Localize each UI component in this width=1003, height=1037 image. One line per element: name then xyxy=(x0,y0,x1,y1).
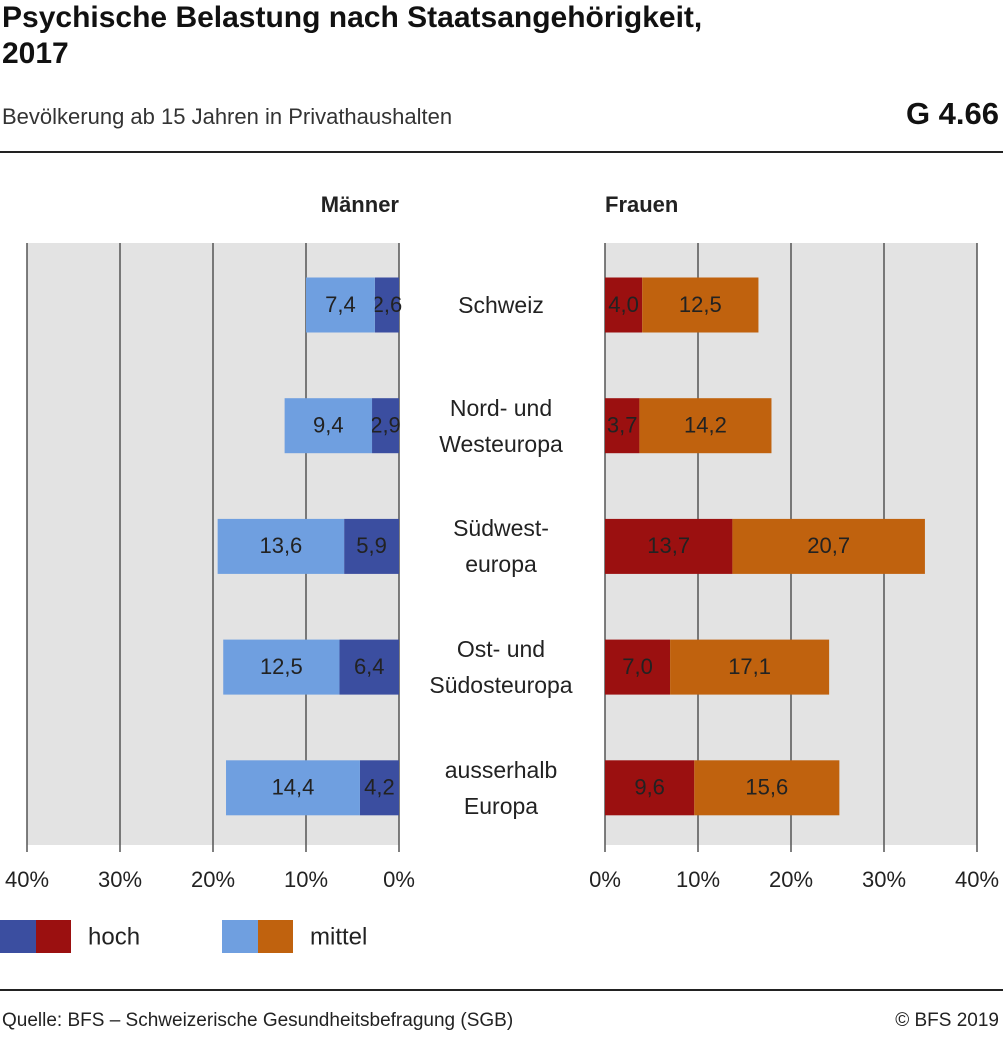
bar xyxy=(284,398,373,454)
x-tick-label: 0% xyxy=(589,867,621,892)
value-label: 7,4 xyxy=(325,292,356,317)
legend-swatch xyxy=(0,920,36,953)
bar xyxy=(359,760,399,816)
value-label: 14,2 xyxy=(684,413,727,438)
legend-swatch xyxy=(36,920,71,953)
value-label: 5,9 xyxy=(356,533,387,558)
x-tick-label: 30% xyxy=(98,867,142,892)
category-label: Südwest- europa xyxy=(453,515,549,578)
value-label: 7,0 xyxy=(622,654,653,679)
value-label: 3,7 xyxy=(607,413,638,438)
panel-title: Männer xyxy=(321,192,400,217)
subtitle: Bevölkerung ab 15 Jahren in Privathausha… xyxy=(2,104,453,129)
bar xyxy=(339,639,399,695)
panel-title: Frauen xyxy=(605,192,678,217)
bar xyxy=(639,398,772,454)
legend-label: mittel xyxy=(310,923,367,950)
bar xyxy=(605,398,640,454)
source: Quelle: BFS – Schweizerische Gesundheits… xyxy=(2,1010,514,1031)
bar xyxy=(694,760,840,816)
legend-swatch xyxy=(258,920,293,953)
legend-label: hoch xyxy=(88,923,140,950)
x-tick-label: 20% xyxy=(769,867,813,892)
value-label: 17,1 xyxy=(728,654,771,679)
value-label: 20,7 xyxy=(807,533,850,558)
title: Psychische Belastung nach Staatsangehöri… xyxy=(2,1,703,70)
x-tick-label: 0% xyxy=(383,867,415,892)
value-label: 9,6 xyxy=(634,775,665,800)
bar xyxy=(226,760,360,816)
x-tick-label: 30% xyxy=(862,867,906,892)
bar xyxy=(372,398,399,454)
value-label: 13,6 xyxy=(259,533,302,558)
value-label: 2,9 xyxy=(370,413,401,438)
value-label: 14,4 xyxy=(272,775,315,800)
category-label: Ost- und Südosteuropa xyxy=(429,636,573,699)
bar xyxy=(605,639,671,695)
value-label: 9,4 xyxy=(313,413,344,438)
value-label: 15,6 xyxy=(745,775,788,800)
bar xyxy=(605,518,733,574)
value-label: 4,0 xyxy=(608,292,639,317)
x-tick-label: 10% xyxy=(676,867,720,892)
bar xyxy=(223,639,340,695)
bar xyxy=(344,518,399,574)
copyright: © BFS 2019 xyxy=(895,1010,999,1031)
x-tick-label: 40% xyxy=(5,867,49,892)
bar xyxy=(306,277,375,333)
bar xyxy=(732,518,925,574)
x-tick-label: 10% xyxy=(284,867,328,892)
x-tick-label: 20% xyxy=(191,867,235,892)
value-label: 6,4 xyxy=(354,654,385,679)
legend-swatch xyxy=(222,920,258,953)
value-label: 12,5 xyxy=(260,654,303,679)
bar xyxy=(642,277,759,333)
chart-code: G 4.66 xyxy=(905,96,999,131)
x-tick-label: 40% xyxy=(955,867,999,892)
value-label: 2,6 xyxy=(372,292,403,317)
bar xyxy=(217,518,345,574)
bar xyxy=(374,277,399,333)
value-label: 13,7 xyxy=(647,533,690,558)
category-label: Nord- und Westeuropa xyxy=(439,394,563,457)
bar xyxy=(605,277,643,333)
value-label: 12,5 xyxy=(679,292,722,317)
value-label: 4,2 xyxy=(364,775,395,800)
bar xyxy=(605,760,695,816)
category-label: ausserhalb Europa xyxy=(444,756,558,819)
category-label: Schweiz xyxy=(458,292,544,318)
bar xyxy=(670,639,830,695)
